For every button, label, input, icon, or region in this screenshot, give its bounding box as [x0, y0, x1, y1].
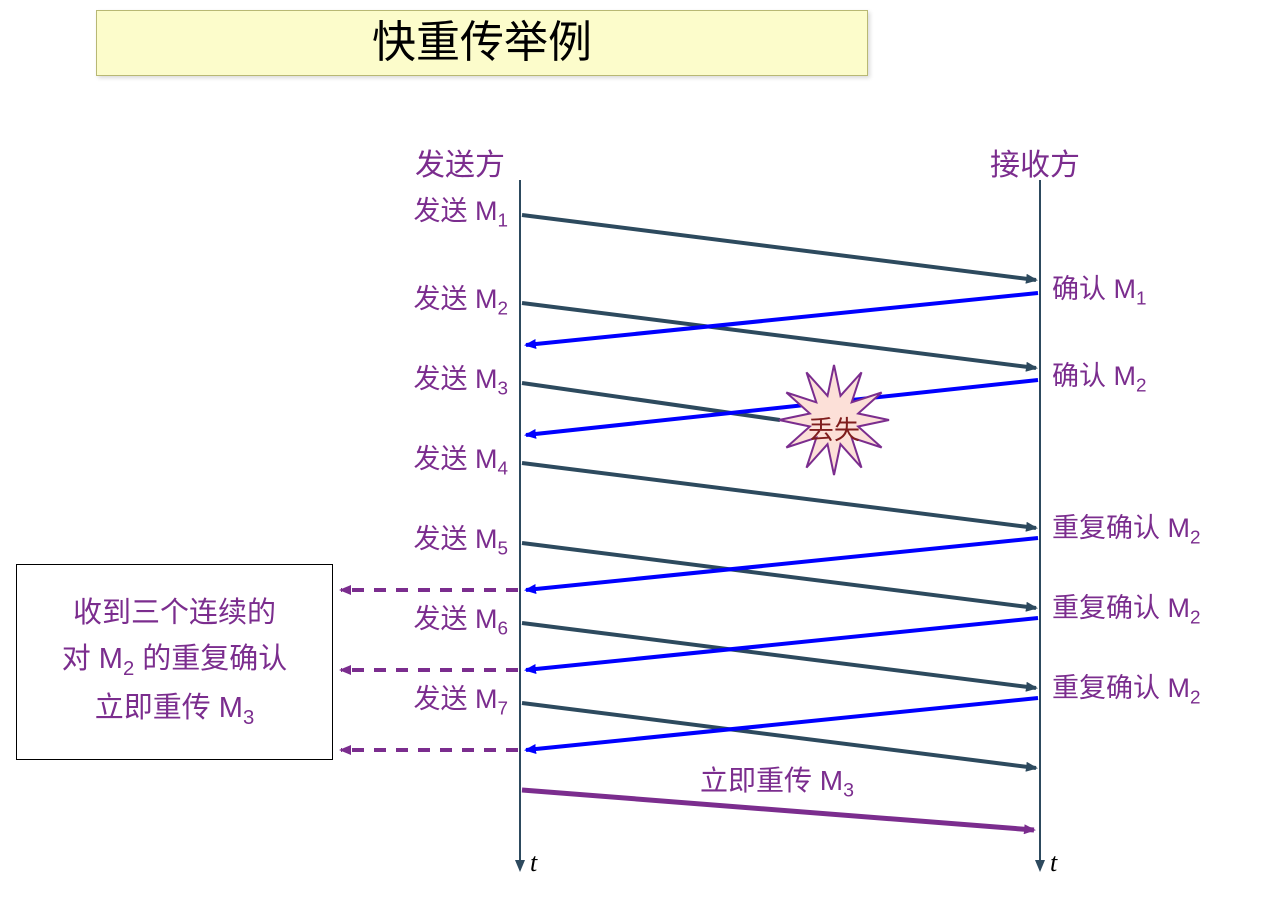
- info-line2: 对 M2 的重复确认: [62, 636, 288, 685]
- lost-label: 丢失: [808, 410, 860, 447]
- ack-label-5: 重复确认 M2: [1052, 666, 1201, 709]
- ack-label-3: 重复确认 M2: [1052, 506, 1201, 549]
- info-line3: 立即重传 M3: [95, 685, 255, 734]
- send-label-6: 发送 M6: [413, 597, 508, 640]
- ack-label-4: 重复确认 M2: [1052, 586, 1201, 629]
- send-label-5: 发送 M5: [413, 517, 508, 560]
- info-box: 收到三个连续的对 M2 的重复确认立即重传 M3: [16, 564, 333, 760]
- time-label-left: t: [530, 848, 537, 878]
- send-label-1: 发送 M1: [413, 189, 508, 232]
- time-label-right: t: [1050, 848, 1057, 878]
- sequence-diagram: [0, 0, 1285, 908]
- retransmit-label: 立即重传 M3: [700, 759, 854, 803]
- info-line1: 收到三个连续的: [73, 590, 276, 636]
- ack-label-1: 确认 M1: [1052, 267, 1147, 310]
- send-label-2: 发送 M2: [413, 277, 508, 320]
- send-label-7: 发送 M7: [413, 677, 508, 720]
- ack-label-2: 确认 M2: [1052, 354, 1147, 397]
- send-label-3: 发送 M3: [413, 357, 508, 400]
- send-label-4: 发送 M4: [413, 437, 508, 480]
